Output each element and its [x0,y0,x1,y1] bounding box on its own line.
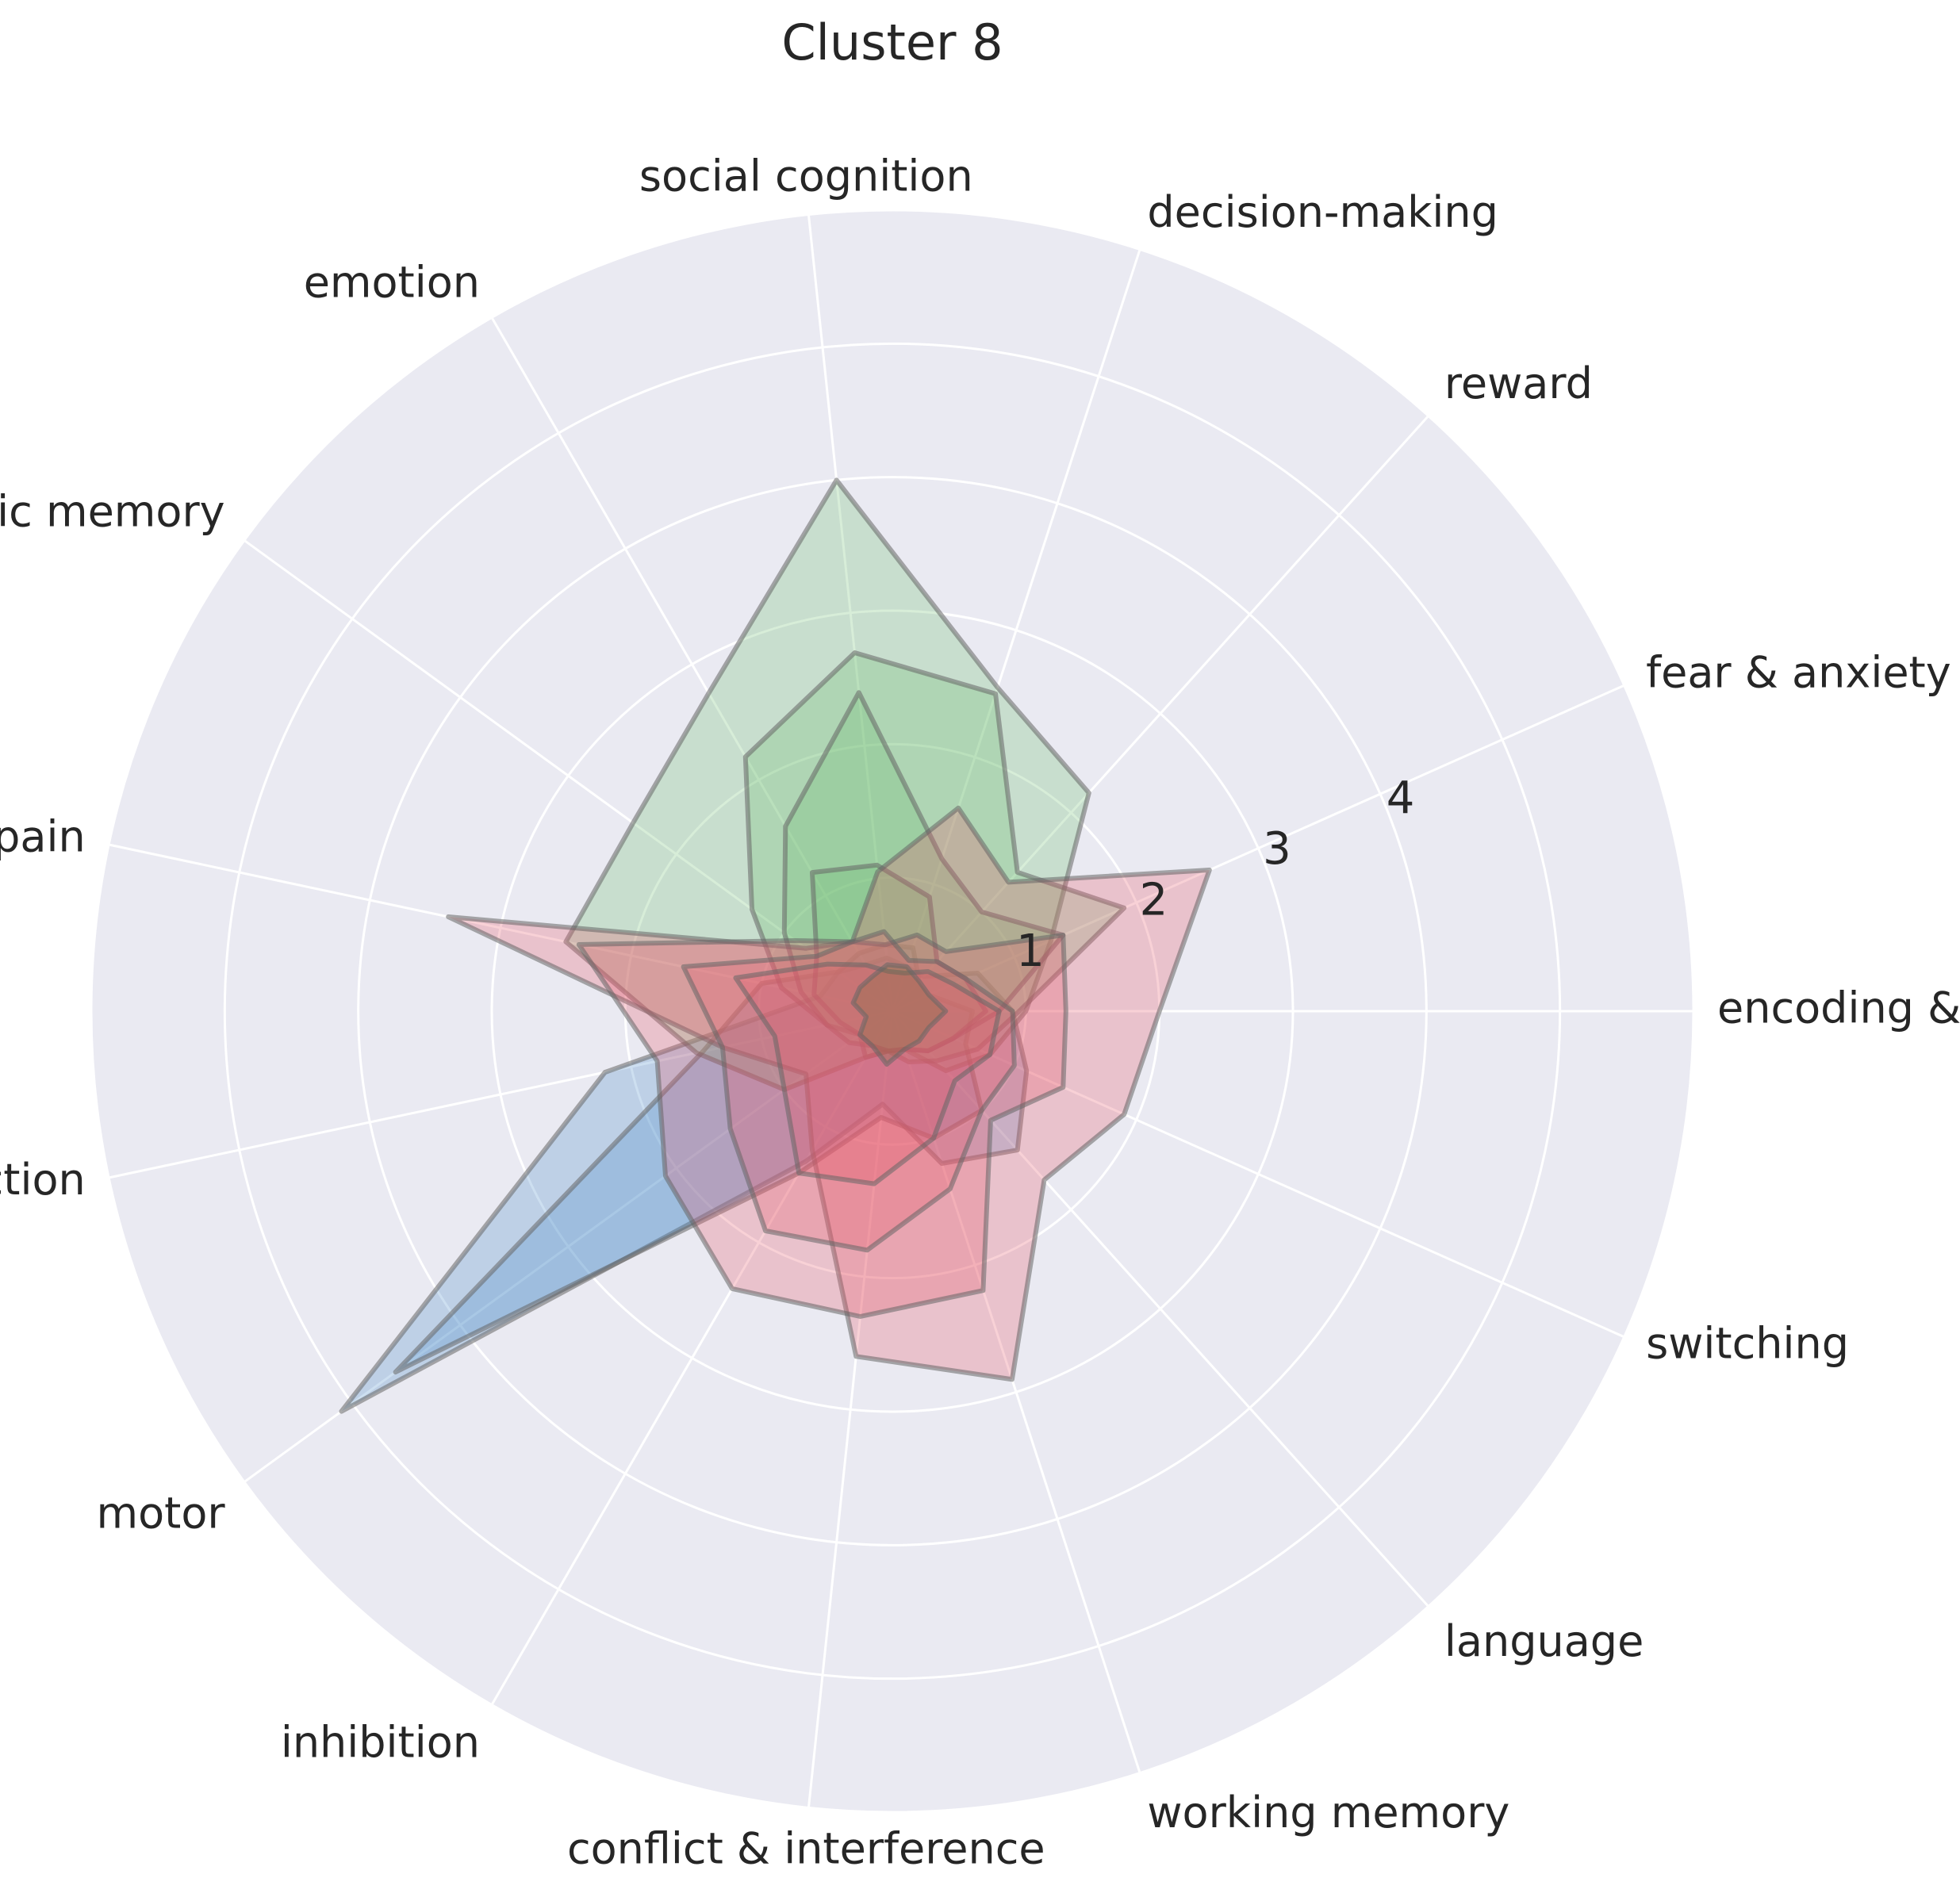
category-label: switching [1646,1319,1849,1369]
category-label: language [1444,1616,1644,1666]
grid-spoke [807,214,894,1012]
category-label: conflict & interference [567,1823,1045,1873]
series-polygon-2 [393,942,984,1375]
radial-tick-label: 2 [1140,875,1168,926]
category-label: decision-making [1147,187,1498,237]
series-polygon-10 [733,961,1002,1186]
series-polygon-9 [681,929,1017,1253]
category-label: fear & anxiety [1646,648,1951,698]
category-labels: encoding & retrieval fear & anxiety reward… [0,151,1960,1874]
series-polygon-11 [850,962,949,1067]
grid-spoke [490,1010,894,1706]
category-label: reward [1444,358,1593,408]
grid-spoke [807,1010,894,1808]
series-layer [339,477,1212,1414]
grid-spoke [490,316,894,1012]
series-polygon-8 [576,932,1068,1319]
radial-tick-label: 4 [1387,772,1415,824]
grid-spoke [891,248,1141,1012]
category-label: working memory [1147,1788,1509,1838]
series-polygon-4 [742,650,1127,1064]
grid-spoke [892,684,1625,1013]
series-polygon-7 [446,805,1212,1382]
radial-tick-labels: 1 2 3 4 [1016,772,1414,977]
category-label: emotion [304,257,480,307]
category-label: social cognition [639,151,973,201]
radial-tick-label: 1 [1016,926,1045,977]
category-label: pain [0,811,86,861]
category-label: action [0,1155,86,1205]
category-label: episodic memory [0,487,225,537]
category-label: inhibition [281,1718,480,1768]
category-label: encoding & retrieval [1717,983,1960,1033]
chart-title: Cluster 8 [781,13,1003,71]
radial-tick-label: 3 [1263,823,1291,875]
grid-spoke [108,1010,893,1179]
category-label: motor [97,1488,226,1538]
